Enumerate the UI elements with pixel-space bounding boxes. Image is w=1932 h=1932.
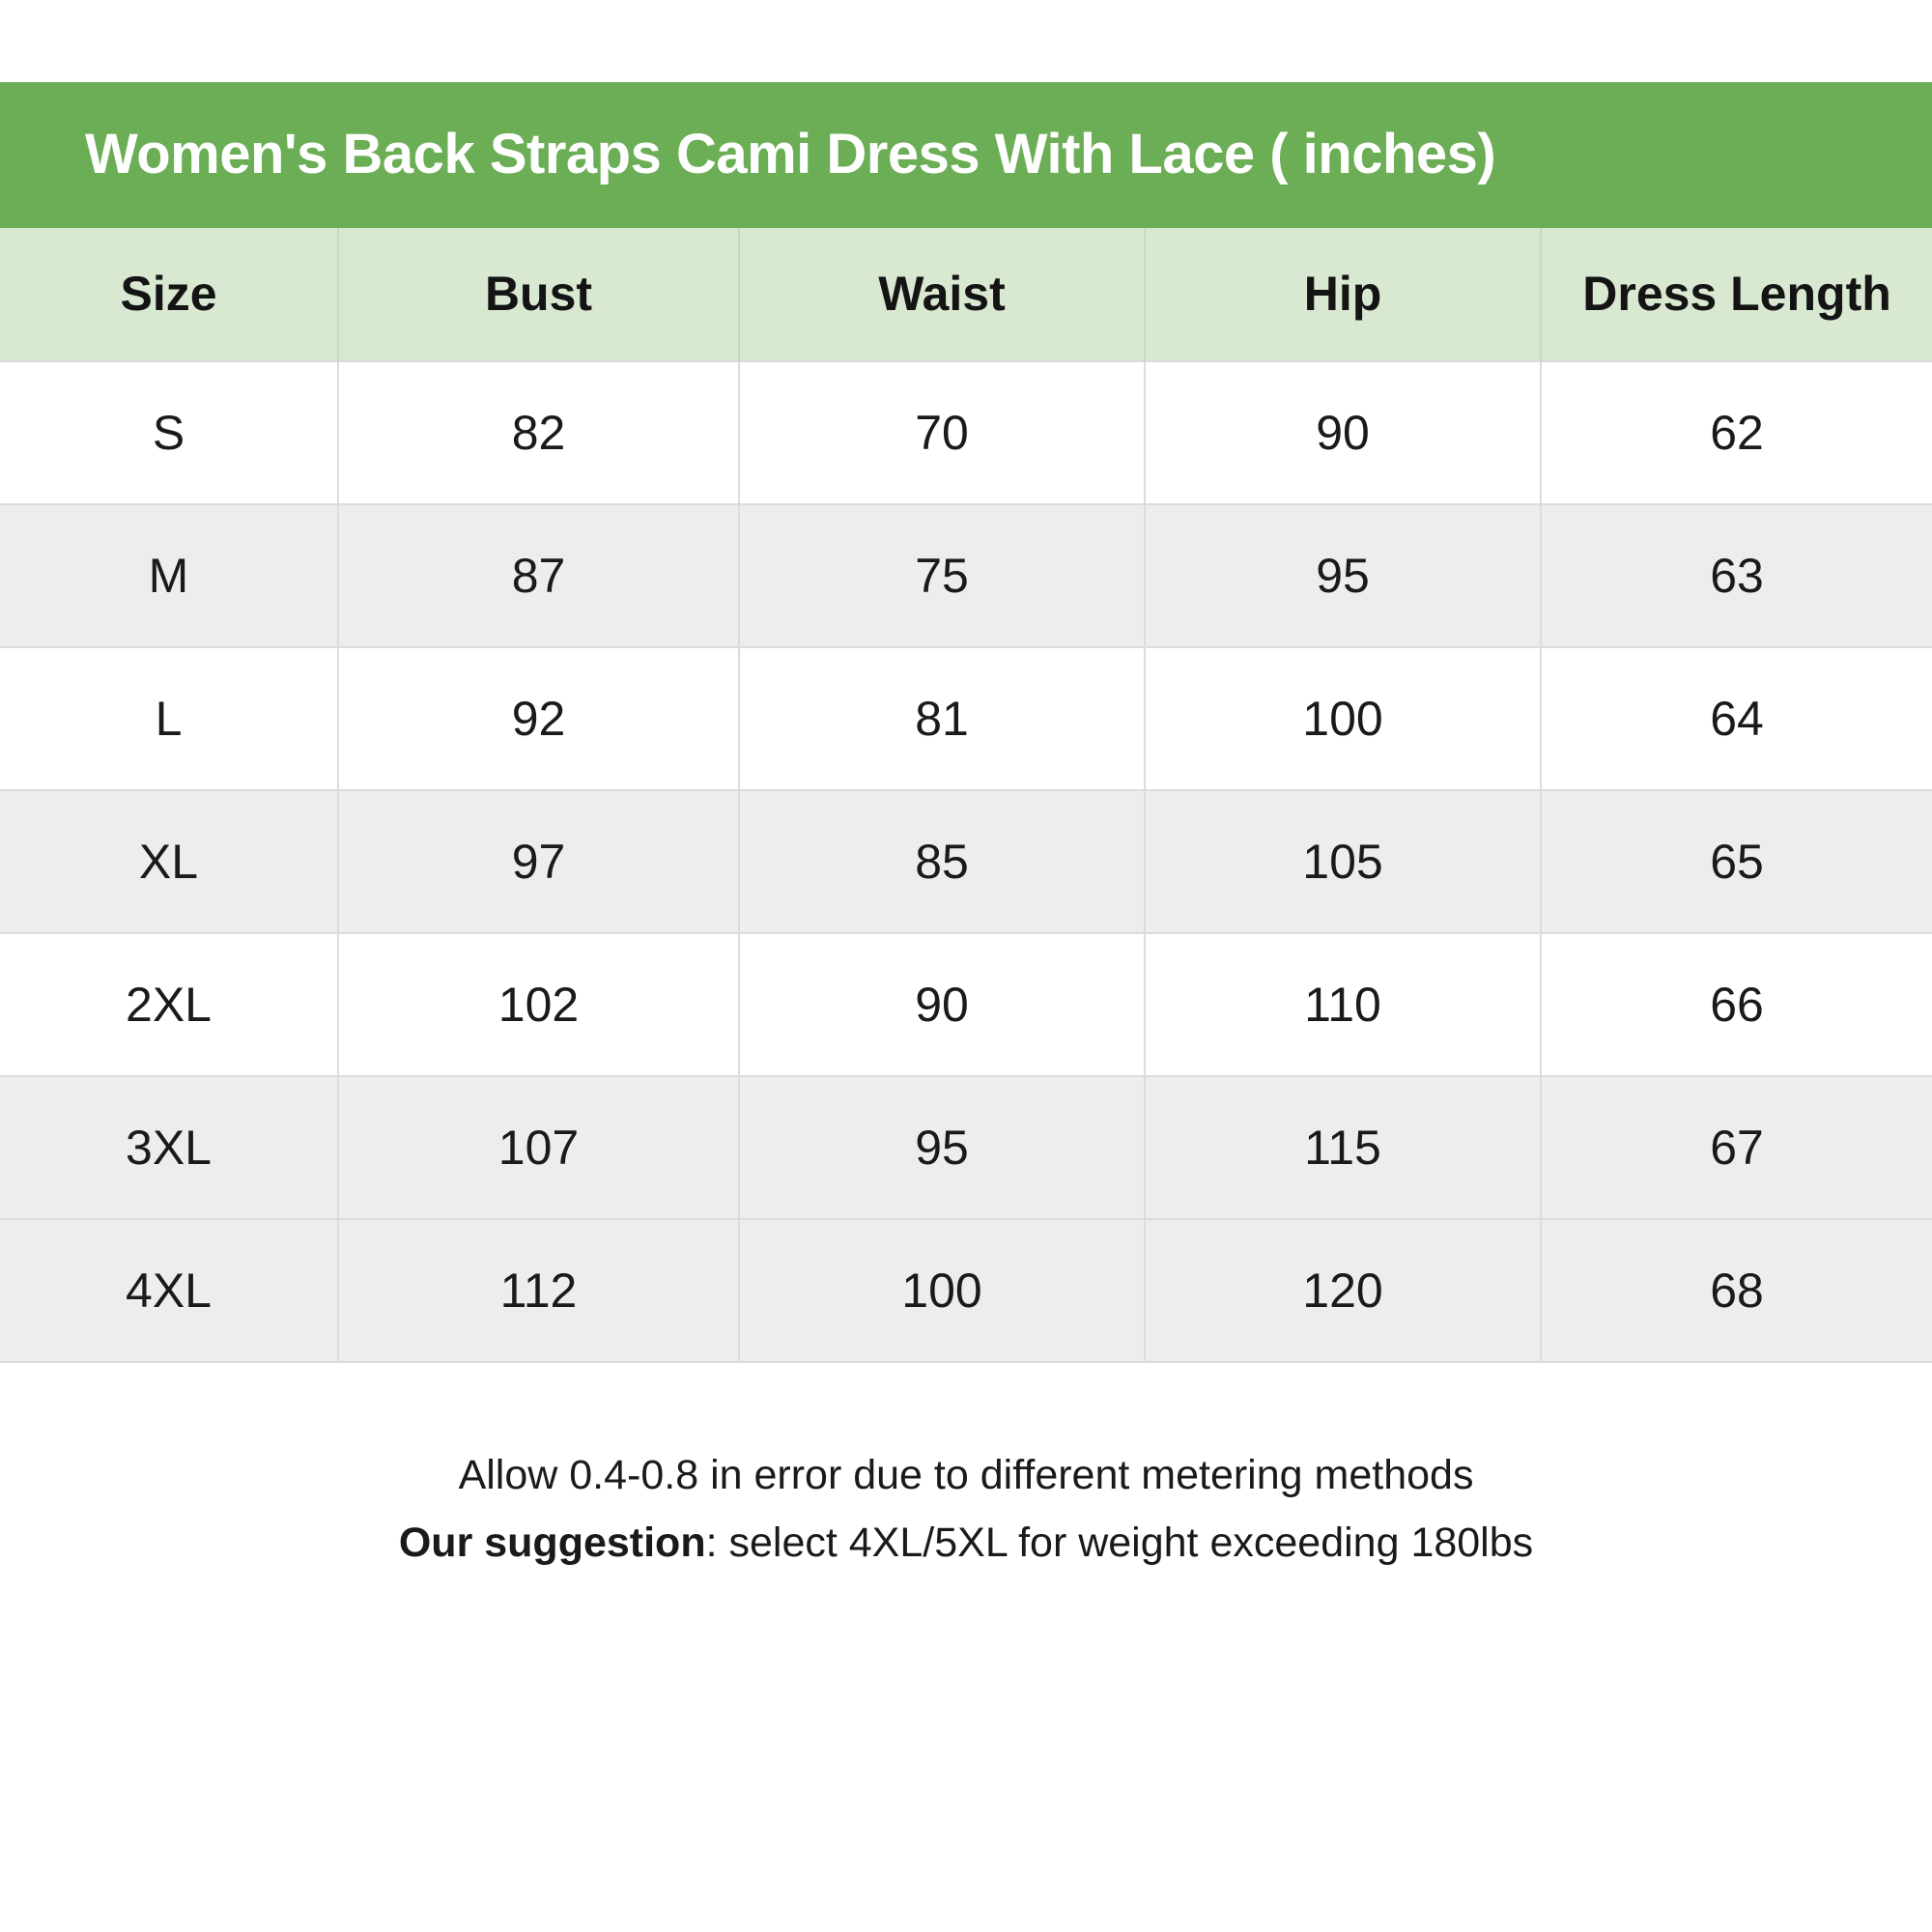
- cell-bust: 87: [337, 502, 740, 648]
- table-row: 3XL 107 95 115 67: [0, 1074, 1932, 1220]
- chart-title: Women's Back Straps Cami Dress With Lace…: [0, 82, 1932, 228]
- cell-waist: 75: [738, 502, 1146, 648]
- cell-hip: 90: [1144, 359, 1542, 505]
- table-body: S 82 70 90 62 M 87 75 95 63 L 92 81: [0, 359, 1932, 1635]
- column-header-bust: Bust: [337, 227, 740, 361]
- cell-waist: 70: [738, 359, 1146, 505]
- table-row: 4XL 112 100 120 68: [0, 1217, 1932, 1363]
- column-header-dress-length: Dress Length: [1539, 227, 1932, 361]
- cell-length: 65: [1539, 788, 1932, 934]
- cell-waist: 81: [738, 645, 1146, 791]
- cell-size: S: [0, 359, 339, 505]
- table-column-head: Size Bust Waist Hip Dress Length: [0, 227, 1932, 361]
- cell-hip: 115: [1144, 1074, 1542, 1220]
- cell-hip: 110: [1144, 931, 1542, 1077]
- note-suggestion: Our suggestion: select 4XL/5XL for weigh…: [19, 1510, 1913, 1577]
- cell-size: 4XL: [0, 1217, 339, 1363]
- cell-size: M: [0, 502, 339, 648]
- cell-hip: 120: [1144, 1217, 1542, 1363]
- size-chart-table: Women's Back Straps Cami Dress With Lace…: [0, 82, 1932, 1635]
- cell-length: 62: [1539, 359, 1932, 505]
- cell-waist: 90: [738, 931, 1146, 1077]
- table-row: L 92 81 100 64: [0, 645, 1932, 791]
- table-row: S 82 70 90 62: [0, 359, 1932, 505]
- cell-length: 63: [1539, 502, 1932, 648]
- column-header-hip: Hip: [1144, 227, 1542, 361]
- table-row: XL 97 85 105 65: [0, 788, 1932, 934]
- title-row: Women's Back Straps Cami Dress With Lace…: [0, 82, 1932, 228]
- cell-length: 64: [1539, 645, 1932, 791]
- cell-size: L: [0, 645, 339, 791]
- table-row: M 87 75 95 63: [0, 502, 1932, 648]
- header-row: Size Bust Waist Hip Dress Length: [0, 227, 1932, 361]
- cell-bust: 112: [337, 1217, 740, 1363]
- cell-bust: 107: [337, 1074, 740, 1220]
- cell-bust: 97: [337, 788, 740, 934]
- table-row: 2XL 102 90 110 66: [0, 931, 1932, 1077]
- cell-hip: 100: [1144, 645, 1542, 791]
- cell-size: 3XL: [0, 1074, 339, 1220]
- cell-bust: 82: [337, 359, 740, 505]
- cell-waist: 100: [738, 1217, 1146, 1363]
- note-suggestion-text: : select 4XL/5XL for weight exceeding 18…: [705, 1519, 1534, 1566]
- footer-notes: Allow 0.4-0.8 in error due to different …: [0, 1360, 1932, 1635]
- cell-hip: 105: [1144, 788, 1542, 934]
- cell-bust: 102: [337, 931, 740, 1077]
- cell-size: XL: [0, 788, 339, 934]
- cell-length: 67: [1539, 1074, 1932, 1220]
- column-header-size: Size: [0, 227, 339, 361]
- cell-length: 66: [1539, 931, 1932, 1077]
- cell-waist: 85: [738, 788, 1146, 934]
- cell-hip: 95: [1144, 502, 1542, 648]
- table-title-head: Women's Back Straps Cami Dress With Lace…: [0, 82, 1932, 228]
- cell-bust: 92: [337, 645, 740, 791]
- column-header-waist: Waist: [738, 227, 1146, 361]
- note-suggestion-label: Our suggestion: [398, 1519, 706, 1566]
- note-tolerance: Allow 0.4-0.8 in error due to different …: [458, 1451, 1474, 1498]
- cell-waist: 95: [738, 1074, 1146, 1220]
- size-chart-container: Women's Back Straps Cami Dress With Lace…: [0, 82, 1932, 1635]
- footer-note-row: Allow 0.4-0.8 in error due to different …: [0, 1360, 1932, 1635]
- cell-size: 2XL: [0, 931, 339, 1077]
- cell-length: 68: [1539, 1217, 1932, 1363]
